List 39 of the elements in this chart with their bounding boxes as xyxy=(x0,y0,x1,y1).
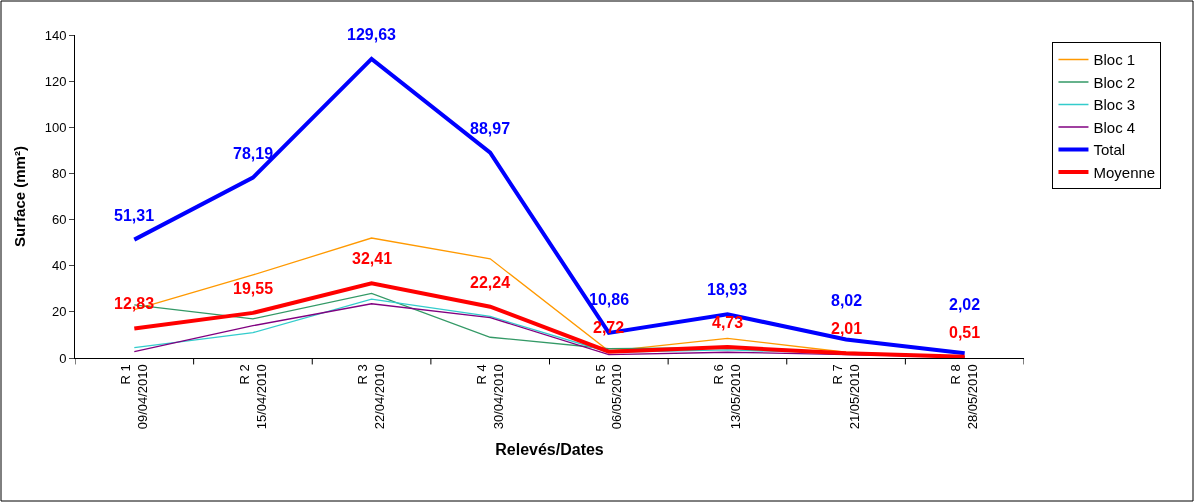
data-label: 2,01 xyxy=(831,320,863,337)
y-tick-label: 20 xyxy=(51,304,67,320)
y-axis-title: Surface (mm²) xyxy=(10,146,28,247)
y-tick-label: 140 xyxy=(44,27,67,43)
legend-label: Moyenne xyxy=(1093,163,1156,181)
y-tick-label: 100 xyxy=(44,119,67,135)
data-label: 10,86 xyxy=(589,291,630,308)
data-label: 18,93 xyxy=(707,281,748,298)
data-label: 22,24 xyxy=(470,274,511,291)
x-tick-label: R 4 30/04/2010 xyxy=(473,364,506,430)
y-tick-label: 120 xyxy=(44,73,67,89)
legend-label: Bloc 4 xyxy=(1093,118,1136,136)
x-tick-label: R 6 13/05/2010 xyxy=(711,364,744,430)
x-tick-label: R 2 15/04/2010 xyxy=(236,364,269,430)
legend-label: Bloc 1 xyxy=(1093,51,1136,69)
data-label: 78,19 xyxy=(233,145,274,162)
y-tick-label: 80 xyxy=(51,165,67,181)
data-label: 88,97 xyxy=(470,120,511,137)
x-tick-label: R 3 22/04/2010 xyxy=(355,364,388,430)
y-tick-label: 40 xyxy=(51,258,67,274)
x-tick-label: R 7 21/05/2010 xyxy=(829,364,862,430)
data-label: 19,55 xyxy=(233,280,274,297)
legend-label: Bloc 2 xyxy=(1093,73,1136,91)
y-tick-label: 60 xyxy=(51,212,67,228)
x-axis-title: Relevés/Dates xyxy=(495,440,604,458)
data-label: 32,41 xyxy=(352,250,393,267)
x-tick-label: R 8 28/05/2010 xyxy=(948,364,981,430)
legend-label: Total xyxy=(1093,141,1126,159)
data-label: 4,73 xyxy=(712,314,744,331)
data-label: 12,83 xyxy=(114,295,155,312)
legend-label: Bloc 3 xyxy=(1093,96,1136,114)
data-label: 2,02 xyxy=(949,296,981,313)
data-label: 8,02 xyxy=(831,292,863,309)
y-tick-label: 0 xyxy=(59,350,67,366)
x-tick-label: R 1 09/04/2010 xyxy=(118,364,150,430)
x-tick-label: R 5 06/05/2010 xyxy=(592,364,625,430)
data-label: 129,63 xyxy=(347,26,397,43)
data-label: 0,51 xyxy=(949,324,981,341)
data-label: 51,31 xyxy=(114,207,155,224)
